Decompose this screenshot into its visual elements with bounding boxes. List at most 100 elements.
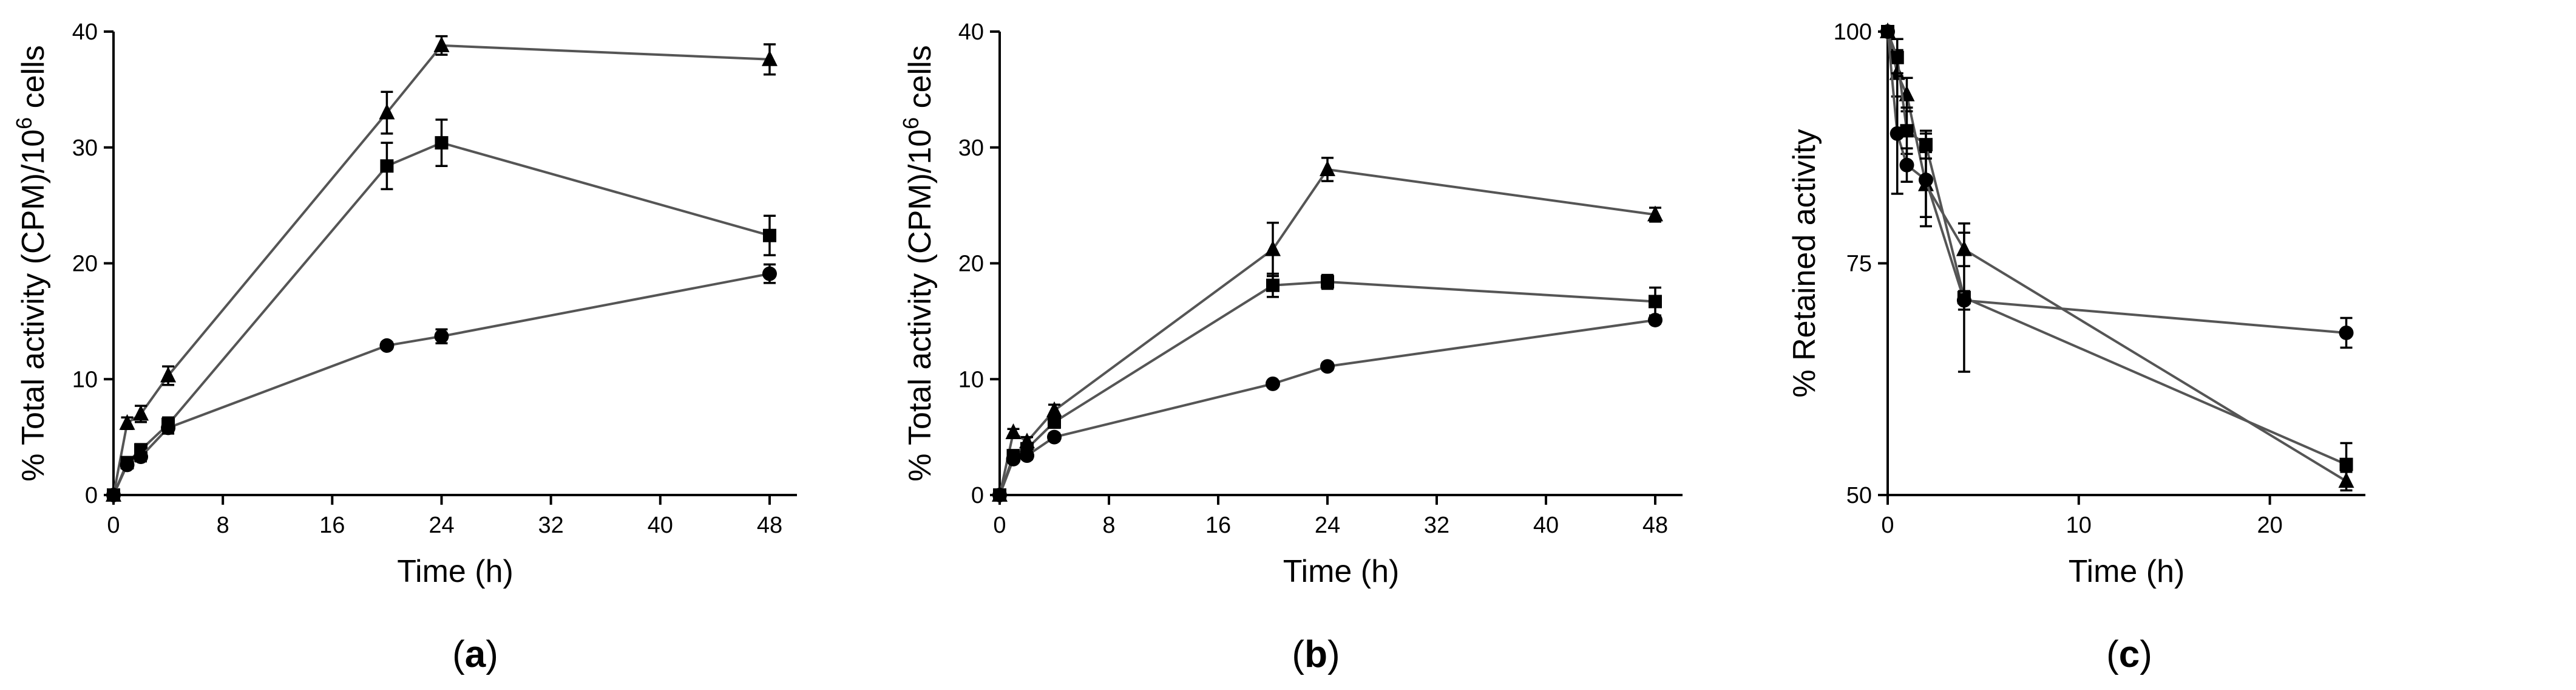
data-point-triangle [1647,205,1663,222]
x-axis-label: Time (h) [2069,554,2185,589]
y-tick-label: 50 [1846,483,1872,508]
series-line-circle [998,318,1656,496]
series-square [1881,25,2353,487]
y-tick-label: 10 [72,367,98,392]
series-line-triangle [1886,31,2347,482]
y-axis-label: % Retained activity [1787,129,1822,397]
x-tick-label: 0 [1881,513,1894,538]
data-point-square [435,136,449,150]
series-line-circle [112,272,770,496]
data-point-circle [1047,429,1062,445]
data-point-circle [992,488,1007,502]
series-line-triangle [112,44,770,496]
data-point-triangle [160,366,177,383]
data-point-circle [434,329,449,344]
data-point-circle [1006,451,1021,466]
x-tick-label: 40 [648,513,673,538]
x-tick-label: 24 [1315,513,1340,538]
series-triangle [106,35,778,502]
x-tick-label: 8 [1102,513,1115,538]
y-tick-label: 30 [72,135,98,161]
x-tick-label: 40 [1533,513,1559,538]
data-point-circle [379,338,395,353]
data-point-circle [1320,359,1335,374]
chart-panel-a: 0 8 16 24 32 40 48 0 10 20 30 40 Time (h) % Total act… [12,19,797,675]
x-tick-label: 10 [2066,513,2092,538]
data-point-square [1266,278,1280,292]
x-tick-label: 48 [757,513,782,538]
y-tick-label: 40 [72,19,98,45]
data-point-square [1890,50,1904,64]
chart-panel-c: 0 10 20 50 75 100 Time (h) % Retained activity (… [1787,19,2365,675]
y-tick-label: 0 [971,483,984,508]
data-point-square [2339,457,2353,471]
x-tick-label: 16 [319,513,345,538]
y-axis-label: % Total activity (CPM)/106 cells [12,45,51,481]
data-point-triangle [1265,240,1281,256]
series-square [107,118,776,502]
x-axis-label: Time (h) [397,554,514,589]
panel-label-c: (c) [2106,634,2152,675]
x-tick-label: 0 [993,513,1006,538]
data-point-circle [1956,293,1971,308]
series-square [993,272,1662,502]
y-tick-label: 30 [958,135,984,161]
x-tick-label: 24 [429,513,454,538]
chart-panel-b: 0 8 16 24 32 40 48 0 10 20 30 40 Time (h) % Total act… [898,19,1683,675]
series-line-square [1886,31,2347,466]
data-point-circle [1266,376,1280,391]
y-tick-label: 40 [958,19,984,45]
y-tick-label: 75 [1846,251,1872,277]
series-circle [1880,24,2354,349]
data-point-square [380,159,394,173]
series-line-circle [1886,31,2347,334]
x-tick-label: 32 [1424,513,1449,538]
series-line-square [998,281,1656,496]
series-triangle [992,157,1663,502]
data-point-triangle [379,103,395,120]
data-point-circle [1890,126,1905,141]
data-point-triangle [1046,401,1062,417]
data-point-square [1321,275,1334,289]
x-tick-label: 32 [538,513,563,538]
y-tick-label: 20 [72,251,98,277]
panel-label-a: (a) [452,634,498,675]
data-point-circle [106,488,121,502]
x-tick-label: 48 [1642,513,1668,538]
y-tick-label: 10 [958,367,984,392]
panel-label-b: (b) [1292,634,1340,675]
y-tick-label: 100 [1834,19,1872,45]
x-tick-label: 16 [1205,513,1231,538]
data-point-circle [120,457,135,473]
data-point-circle [1020,448,1034,463]
data-point-triangle [433,36,450,52]
data-point-square [1649,295,1662,309]
x-tick-label: 8 [217,513,229,538]
data-point-circle [1880,24,1895,39]
data-point-square [762,228,776,242]
data-point-triangle [761,50,778,66]
data-point-circle [762,266,777,281]
data-point-circle [1648,312,1663,327]
data-point-square [1048,415,1061,429]
series-line-triangle [998,168,1656,496]
data-point-circle [161,420,176,436]
data-point-triangle [133,405,149,421]
series-circle [992,312,1663,502]
y-axis-label: % Total activity (CPM)/106 cells [898,45,938,481]
data-point-triangle [1005,423,1022,439]
data-point-circle [1918,172,1933,188]
data-point-triangle [119,414,135,430]
series-circle [106,263,777,502]
data-point-circle [1899,157,1914,172]
x-tick-label: 0 [107,513,120,538]
y-tick-label: 0 [85,483,98,508]
data-point-triangle [1320,160,1335,176]
data-point-circle [134,449,149,465]
x-tick-label: 20 [2257,513,2282,538]
y-tick-label: 20 [958,251,984,277]
series-line-square [112,142,770,496]
x-axis-label: Time (h) [1283,554,1400,589]
